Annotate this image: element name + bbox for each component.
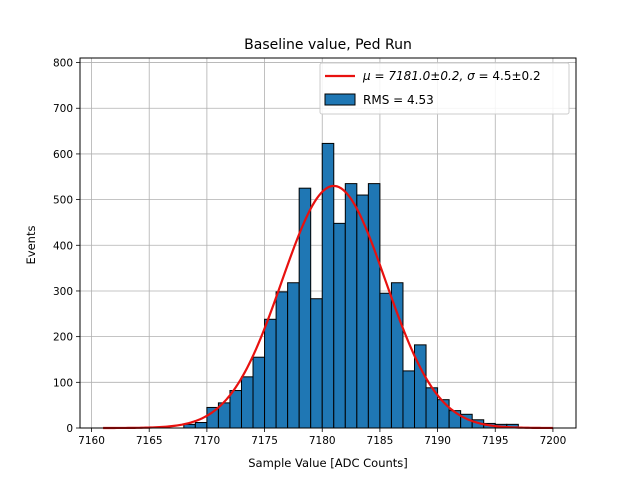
histogram-bars — [183, 142, 519, 429]
histogram-bar — [206, 406, 219, 429]
y-tick-label: 100 — [53, 377, 73, 389]
plot-frame — [79, 57, 577, 429]
x-tick-label: 7160 — [78, 435, 105, 447]
histogram-bar — [229, 390, 242, 429]
legend-fit-sigma-symbol: σ — [467, 69, 475, 83]
x-tick-label: 7170 — [194, 435, 221, 447]
legend-fit-mu: μ = 7181.0±0.2, — [362, 69, 467, 83]
histogram-bar — [367, 183, 381, 429]
legend-box — [319, 62, 570, 115]
histogram-bar — [298, 187, 312, 429]
x-tick-label: 7200 — [540, 435, 567, 447]
histogram-bar — [310, 298, 323, 429]
histogram-bar — [402, 370, 416, 429]
x-axis-label: Sample Value [ADC Counts] — [248, 456, 408, 470]
histogram-bar — [252, 356, 266, 429]
y-tick-label: 500 — [53, 195, 73, 207]
legend: μ = 7181.0±0.2, σ = 4.5±0.2 RMS = 4.53 — [319, 62, 570, 115]
x-tick-label: 7190 — [424, 435, 451, 447]
histogram-bar — [240, 376, 254, 429]
y-tick-label: 600 — [53, 149, 73, 161]
y-tick-label: 400 — [53, 240, 73, 252]
legend-fit-label: μ = 7181.0±0.2, σ = 4.5±0.2 — [362, 69, 541, 83]
histogram-bar — [264, 318, 277, 429]
y-axis-label: Events — [24, 226, 38, 265]
histogram-bar — [379, 292, 392, 429]
x-tick-label: 7165 — [136, 435, 163, 447]
y-tick-label: 200 — [53, 332, 73, 344]
gaussian-fit-layer — [103, 184, 553, 430]
legend-hist-label: RMS = 4.53 — [363, 93, 434, 107]
x-tick-label: 7195 — [482, 435, 509, 447]
y-tick-label: 0 — [66, 423, 73, 435]
axis-ticks: 7160 7165 7170 7175 7180 7185 7190 7195 7200 0 100… — [53, 58, 566, 447]
histogram-bar — [437, 399, 450, 429]
histogram-bar — [344, 183, 358, 429]
y-tick-label: 800 — [53, 58, 73, 70]
histogram-bar — [275, 291, 289, 429]
y-tick-label: 300 — [53, 286, 73, 298]
histogram-bar — [333, 222, 346, 429]
gaussian-fit-curve — [103, 184, 553, 430]
y-tick-label: 700 — [53, 103, 73, 115]
x-tick-label: 7175 — [251, 435, 278, 447]
histogram-bar — [287, 282, 300, 429]
legend-fit-sigma: = 4.5±0.2 — [475, 69, 541, 83]
chart-title: Baseline value, Ped Run — [244, 37, 412, 53]
histogram-bar — [194, 422, 208, 429]
x-tick-label: 7185 — [367, 435, 394, 447]
x-tick-label: 7180 — [309, 435, 336, 447]
legend-hist-swatch — [324, 93, 356, 106]
